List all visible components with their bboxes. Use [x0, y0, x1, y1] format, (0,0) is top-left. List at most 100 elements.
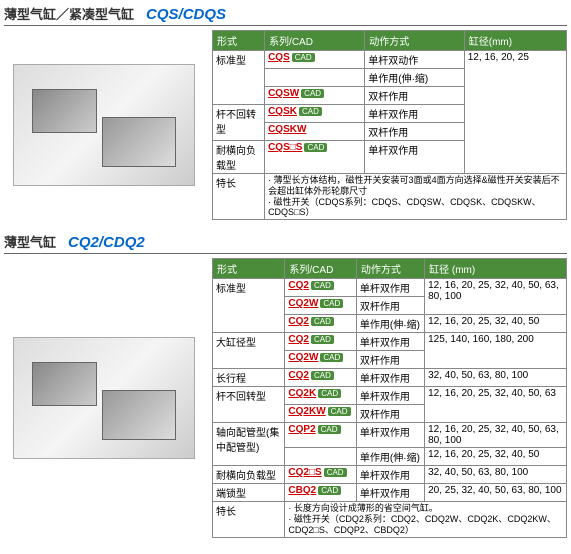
- bore-cell: 12, 16, 20, 25, 32, 40, 50, 63: [425, 387, 567, 423]
- cad-badge[interactable]: CAD: [311, 335, 334, 344]
- title-en: CQS/CDQS: [146, 6, 226, 23]
- col-header: 动作方式: [356, 259, 424, 279]
- type-cell: 杆不回转型: [213, 387, 285, 423]
- series-link[interactable]: CQ2: [288, 370, 309, 381]
- title-cn: 薄型气缸／紧凑型气缸: [4, 4, 134, 23]
- title-row: 薄型气缸 CQ2/CDQ2: [4, 232, 567, 254]
- cad-badge[interactable]: CAD: [328, 407, 351, 416]
- cad-badge[interactable]: CAD: [299, 107, 322, 116]
- series-cell: CQ2KWCAD: [285, 405, 357, 423]
- bore-cell: 32, 40, 50, 63, 80, 100: [425, 369, 567, 387]
- cad-badge[interactable]: CAD: [311, 281, 334, 290]
- type-cell: 长行程: [213, 369, 285, 387]
- action-cell: 单作用(伸·缩): [356, 448, 424, 466]
- series-cell: [265, 69, 365, 87]
- bore-cell: 125, 140, 160, 180, 200: [425, 333, 567, 369]
- series-link[interactable]: CQ2: [288, 316, 309, 327]
- bore-cell: 12, 16, 20, 25, 32, 40, 50, 63, 80, 100: [425, 423, 567, 448]
- action-cell: 双杆作用: [356, 297, 424, 315]
- action-cell: 单杆双作用: [356, 466, 424, 484]
- bore-cell: 32, 40, 50, 63, 80, 100: [425, 466, 567, 484]
- series-cell: CQP2CAD: [285, 423, 357, 448]
- action-cell: 单杆双动作: [365, 51, 465, 69]
- series-link[interactable]: CQS: [268, 52, 290, 63]
- type-cell: 轴向配管型(集中配管型): [213, 423, 285, 466]
- series-link[interactable]: CQS□S: [268, 142, 302, 153]
- series-cell: CQ2CAD: [285, 369, 357, 387]
- cad-badge[interactable]: CAD: [292, 53, 315, 62]
- type-cell: 杆不回转型: [213, 105, 265, 141]
- type-cell: 耐横向负载型: [213, 466, 285, 484]
- title-row: 薄型气缸／紧凑型气缸 CQS/CDQS: [4, 4, 567, 26]
- table-row: 杆不回转型CQ2KCAD单杆双作用12, 16, 20, 25, 32, 40,…: [213, 387, 567, 405]
- col-header: 系列/CAD: [285, 259, 357, 279]
- product-image-box: [4, 30, 204, 220]
- series-link[interactable]: CQ2: [288, 280, 309, 291]
- series-cell: CQ2CAD: [285, 279, 357, 297]
- cad-badge[interactable]: CAD: [318, 425, 341, 434]
- table-row: 大缸径型CQ2CAD单杆双作用125, 140, 160, 180, 200: [213, 333, 567, 351]
- series-cell: CQSWCAD: [265, 87, 365, 105]
- series-cell: CQ2□SCAD: [285, 466, 357, 484]
- action-cell: 单杆双作用: [356, 369, 424, 387]
- series-cell: CQ2CAD: [285, 333, 357, 351]
- cad-badge[interactable]: CAD: [301, 89, 324, 98]
- action-cell: 双杆作用: [356, 405, 424, 423]
- series-link[interactable]: CQ2W: [288, 298, 318, 309]
- action-cell: 双杆作用: [365, 87, 465, 105]
- section-cqs: 薄型气缸／紧凑型气缸 CQS/CDQS 形式系列/CAD动作方式缸径(mm)标准…: [4, 4, 567, 220]
- spec-table-cq2: 形式系列/CAD动作方式缸径 (mm)标准型CQ2CAD单杆双作用12, 16,…: [212, 258, 567, 537]
- table-row: 端锁型CBQ2CAD单杆双作用20, 25, 32, 40, 50, 63, 8…: [213, 484, 567, 502]
- cad-badge[interactable]: CAD: [318, 389, 341, 398]
- cylinder-image: [13, 337, 195, 459]
- action-cell: 双杆作用: [356, 351, 424, 369]
- type-cell: 标准型: [213, 51, 265, 105]
- series-cell: CQS□SCAD: [265, 141, 365, 174]
- action-cell: 单作用(伸·缩): [356, 315, 424, 333]
- series-link[interactable]: CQ2W: [288, 352, 318, 363]
- series-link[interactable]: CQP2: [288, 424, 315, 435]
- cad-badge[interactable]: CAD: [318, 486, 341, 495]
- series-link[interactable]: CQ2K: [288, 388, 316, 399]
- series-link[interactable]: CQSK: [268, 106, 297, 117]
- series-cell: CQ2KCAD: [285, 387, 357, 405]
- col-header: 形式: [213, 31, 265, 51]
- feature-row: 特长· 长度方向设计成薄形的省空间气缸。· 磁性开关（CDQ2系列：CDQ2、C…: [213, 502, 567, 537]
- action-cell: 单杆双作用: [356, 279, 424, 297]
- cad-badge[interactable]: CAD: [311, 371, 334, 380]
- table-row: 标准型CQ2CAD单杆双作用12, 16, 20, 25, 32, 40, 50…: [213, 279, 567, 297]
- cad-badge[interactable]: CAD: [324, 468, 347, 477]
- series-cell: CQSKW: [265, 123, 365, 141]
- feature-label: 特长: [213, 502, 285, 537]
- table-row: 耐横向负载型CQ2□SCAD单杆双作用32, 40, 50, 63, 80, 1…: [213, 466, 567, 484]
- action-cell: 单杆双作用: [365, 105, 465, 123]
- table-row: 标准型CQSCAD单杆双动作12, 16, 20, 25: [213, 51, 567, 69]
- cad-badge[interactable]: CAD: [320, 353, 343, 362]
- feature-row: 特长· 薄型长方体结构，磁性开关安装可3面或4面方向选择&磁性开关安装后不会超出…: [213, 174, 567, 220]
- series-link[interactable]: CQ2KW: [288, 406, 325, 417]
- series-link[interactable]: CQ2: [288, 334, 309, 345]
- product-image-box: [4, 258, 204, 537]
- cad-badge[interactable]: CAD: [320, 299, 343, 308]
- action-cell: 单杆双作用: [356, 423, 424, 448]
- feature-text: · 薄型长方体结构，磁性开关安装可3面或4面方向选择&磁性开关安装后不会超出缸体…: [265, 174, 567, 220]
- series-cell: CQ2WCAD: [285, 351, 357, 369]
- feature-text: · 长度方向设计成薄形的省空间气缸。· 磁性开关（CDQ2系列：CDQ2、CDQ…: [285, 502, 567, 537]
- bore-cell: 12, 16, 20, 25, 32, 40, 50: [425, 448, 567, 466]
- action-cell: 双杆作用: [365, 123, 465, 141]
- title-en: CQ2/CDQ2: [68, 234, 145, 251]
- feature-label: 特长: [213, 174, 265, 220]
- col-header: 动作方式: [365, 31, 465, 51]
- series-link[interactable]: CBQ2: [288, 485, 316, 496]
- title-cn: 薄型气缸: [4, 232, 56, 251]
- series-cell: CBQ2CAD: [285, 484, 357, 502]
- series-link[interactable]: CQSW: [268, 88, 299, 99]
- series-link[interactable]: CQSKW: [268, 124, 306, 135]
- series-link[interactable]: CQ2□S: [288, 467, 321, 478]
- content-row: 形式系列/CAD动作方式缸径 (mm)标准型CQ2CAD单杆双作用12, 16,…: [4, 258, 567, 537]
- cad-badge[interactable]: CAD: [311, 317, 334, 326]
- series-cell: CQ2WCAD: [285, 297, 357, 315]
- cad-badge[interactable]: CAD: [304, 143, 327, 152]
- bore-cell: 12, 16, 20, 25: [464, 51, 566, 174]
- action-cell: 单杆双作用: [356, 484, 424, 502]
